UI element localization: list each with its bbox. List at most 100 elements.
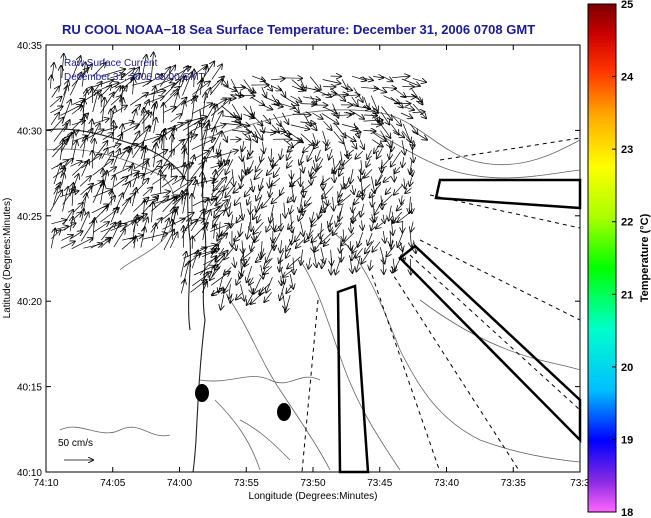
current-vector	[163, 79, 180, 98]
current-vector	[371, 221, 373, 230]
x-axis-label: Longitude (Degrees:Minutes)	[249, 491, 378, 502]
current-vector	[231, 120, 249, 126]
current-vector	[121, 68, 135, 79]
current-vector	[341, 232, 355, 246]
current-vector	[411, 94, 422, 101]
current-vector	[286, 248, 292, 258]
current-vector	[372, 214, 374, 222]
current-vector	[242, 240, 243, 254]
current-vector	[100, 69, 126, 77]
current-vector	[209, 80, 222, 96]
current-vector	[280, 285, 285, 300]
current-vector	[254, 277, 262, 294]
current-vector	[404, 178, 405, 188]
current-vector	[154, 118, 157, 134]
current-vector	[255, 169, 263, 179]
current-vector	[377, 148, 383, 158]
current-vector	[391, 151, 401, 167]
current-vector	[290, 124, 310, 129]
current-vector	[250, 112, 263, 125]
current-vector	[170, 114, 182, 123]
current-vector	[367, 149, 371, 159]
current-vector	[79, 176, 91, 187]
current-vector	[389, 205, 392, 221]
current-vector	[339, 187, 342, 197]
current-vector	[50, 118, 64, 133]
current-vector	[350, 139, 357, 149]
current-vector	[281, 275, 282, 286]
current-vector	[288, 139, 302, 152]
current-vector	[132, 142, 144, 159]
current-vector	[229, 202, 231, 216]
current-vector	[280, 240, 281, 252]
current-vector	[189, 121, 199, 143]
current-vector	[411, 167, 412, 176]
colorbar-tick-label: 21	[621, 289, 633, 301]
current-vector	[339, 205, 342, 221]
radar-beam-outlines	[336, 178, 582, 474]
current-vector	[322, 186, 334, 198]
current-vector	[360, 139, 364, 149]
current-vector	[250, 130, 257, 142]
current-vector	[80, 222, 94, 242]
current-vector	[236, 275, 240, 285]
current-vector	[391, 140, 393, 151]
current-vector	[287, 159, 293, 168]
current-vector	[386, 247, 394, 257]
current-vector	[314, 140, 321, 149]
current-vector	[230, 95, 243, 96]
current-vector	[233, 185, 242, 193]
current-vector	[53, 163, 61, 185]
y-tick-label: 40:25	[17, 212, 42, 223]
x-tick-label: 73:35	[501, 478, 526, 489]
current-vector	[72, 190, 73, 206]
colorbar-tick-label: 23	[621, 144, 633, 156]
current-vector	[83, 244, 103, 249]
current-vector	[159, 66, 175, 87]
current-vector	[402, 130, 414, 146]
current-vector	[275, 223, 283, 231]
current-vector	[301, 249, 303, 265]
current-vector	[256, 185, 264, 200]
current-vector	[345, 176, 351, 189]
current-vector	[303, 141, 315, 152]
y-tick-label: 40:30	[17, 126, 42, 137]
overlay-label-date: December 31, 2006 05:00 GMT	[64, 72, 205, 83]
current-vector	[161, 176, 177, 188]
current-vector	[272, 194, 282, 203]
current-vector	[121, 98, 123, 113]
current-vector	[351, 222, 352, 232]
current-vector	[203, 226, 206, 241]
current-vector	[73, 203, 83, 213]
current-vector	[202, 178, 205, 197]
current-vector	[360, 77, 373, 80]
current-vector	[230, 293, 232, 302]
current-vector	[288, 220, 294, 229]
current-vector	[210, 191, 223, 206]
current-vector	[308, 149, 314, 161]
current-vector	[322, 79, 341, 84]
current-vector	[283, 268, 295, 277]
current-vector	[267, 168, 273, 176]
current-vector	[301, 202, 313, 211]
current-vector	[256, 194, 263, 212]
x-tick-label: 73:45	[367, 478, 392, 489]
current-vector	[160, 219, 169, 242]
current-vector	[379, 247, 384, 263]
current-vector	[321, 94, 336, 95]
current-vector	[142, 187, 152, 197]
current-vector	[250, 285, 252, 294]
current-vector	[296, 239, 304, 248]
current-vector	[236, 293, 242, 299]
current-vector	[350, 130, 360, 132]
station-marker	[195, 384, 209, 402]
current-vector	[253, 221, 264, 234]
current-vector	[281, 112, 288, 124]
current-vector	[333, 169, 334, 183]
current-vector	[83, 136, 86, 158]
current-vector	[393, 258, 401, 273]
current-vector	[391, 76, 410, 78]
current-vector	[110, 224, 127, 231]
current-vector	[253, 203, 262, 219]
current-vector	[351, 75, 366, 80]
